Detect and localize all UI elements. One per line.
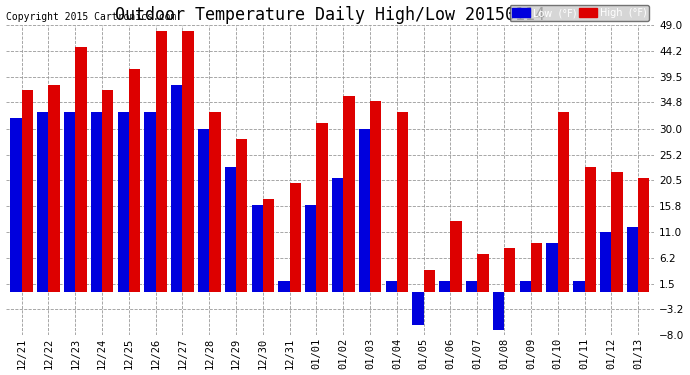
Bar [225,166,236,292]
Legend: Low  (°F), High  (°F): Low (°F), High (°F) [509,5,649,21]
Bar [236,140,247,292]
Bar [182,30,194,292]
Bar [359,129,370,292]
Title: Outdoor Temperature Daily High/Low 20150114: Outdoor Temperature Daily High/Low 20150… [115,6,545,24]
Bar [546,243,558,292]
Bar [317,123,328,292]
Bar [370,101,382,292]
Bar [37,112,48,292]
Bar [638,177,649,292]
Bar [263,200,274,292]
Bar [531,243,542,292]
Bar [64,112,75,292]
Bar [305,205,317,292]
Bar [332,177,344,292]
Bar [466,281,477,292]
Bar [171,85,182,292]
Bar [451,221,462,292]
Bar [290,183,301,292]
Bar [627,226,638,292]
Bar [279,281,290,292]
Bar [573,281,584,292]
Bar [397,112,408,292]
Bar [493,292,504,330]
Bar [198,129,209,292]
Bar [144,112,156,292]
Bar [520,281,531,292]
Text: Copyright 2015 Cartronics.com: Copyright 2015 Cartronics.com [6,12,176,22]
Bar [129,69,140,292]
Bar [75,47,86,292]
Bar [440,281,451,292]
Bar [102,90,113,292]
Bar [504,248,515,292]
Bar [477,254,489,292]
Bar [600,232,611,292]
Bar [48,85,60,292]
Bar [584,166,595,292]
Bar [21,90,33,292]
Bar [117,112,129,292]
Bar [413,292,424,324]
Bar [611,172,622,292]
Bar [252,205,263,292]
Bar [558,112,569,292]
Bar [91,112,102,292]
Bar [386,281,397,292]
Bar [424,270,435,292]
Bar [344,96,355,292]
Bar [10,118,21,292]
Bar [156,30,167,292]
Bar [209,112,221,292]
